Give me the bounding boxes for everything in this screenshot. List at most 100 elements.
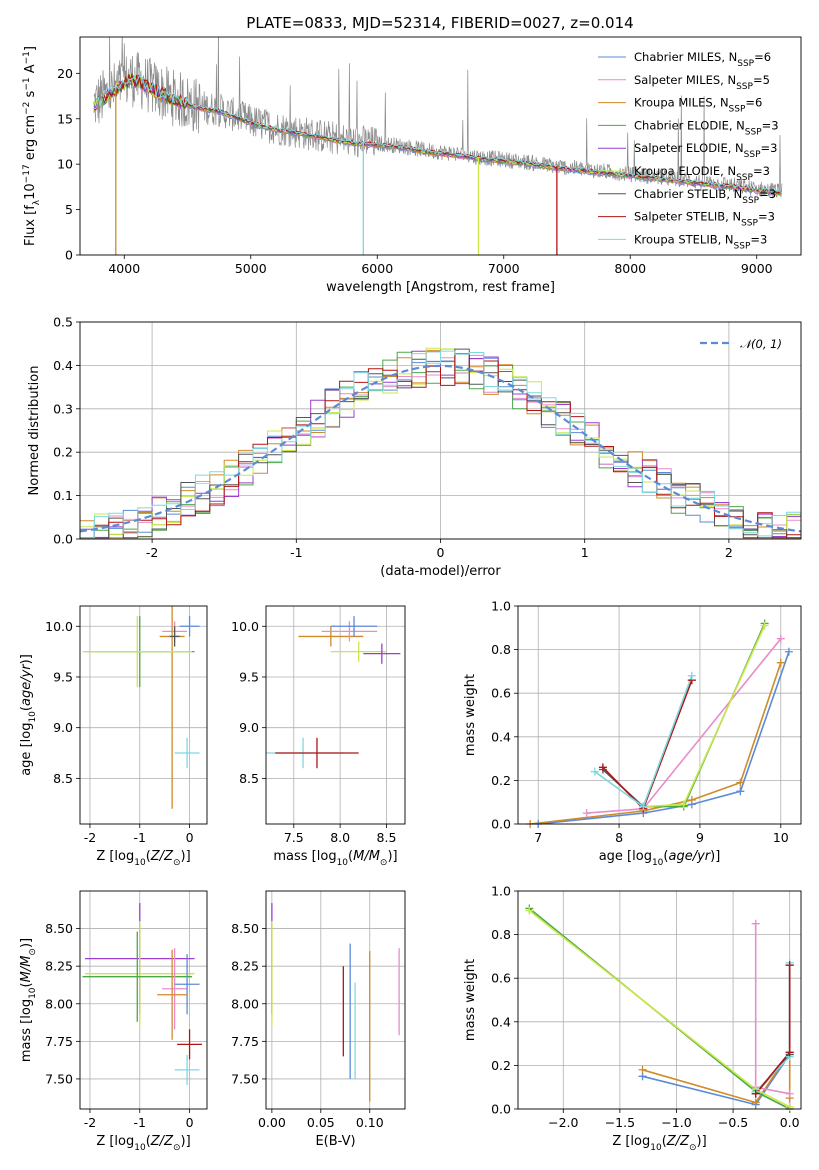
y-tick-label: 0.4: [491, 729, 511, 744]
y-tick-label: 0.0: [491, 817, 511, 832]
x-tick-label: 10: [773, 830, 789, 845]
legend-entry: Chabrier STELIB, NSSP=3: [634, 187, 776, 206]
age_vs_Z-plot-area: [82, 606, 200, 809]
axes-frame: [517, 605, 802, 825]
x-axis-label: wavelength [Angstrom, rest frame]: [326, 280, 555, 295]
y-tick-label: 1.0: [491, 599, 511, 614]
residuals-plot-area: [80, 347, 801, 539]
y-tick-label: 7.75: [231, 1034, 259, 1049]
x-tick-label: 7.5: [284, 830, 304, 845]
weight-marker: [582, 809, 591, 818]
mass_vs_Z-panel: -2 -1 0 7.50 7.75 8.00 8.25 8.50 Z [log10(Z/Z⊙)]…: [19, 890, 208, 1153]
y-axis-label: mass weight: [463, 959, 478, 1041]
y-tick-label: 8.00: [231, 996, 259, 1011]
y-axis-label: mass weight: [463, 674, 478, 756]
y-tick-label: 0.2: [53, 445, 73, 460]
x-tick-label: 1: [581, 545, 589, 560]
y-tick-label: 8.00: [45, 996, 73, 1011]
mass_vs_Z-plot-area: [82, 903, 203, 1085]
y-tick-label: 8.25: [231, 959, 259, 974]
weight-marker: [785, 1089, 794, 1098]
x-tick-label: −1.5: [605, 1115, 635, 1130]
y-tick-label: 10.0: [45, 619, 73, 634]
weight_vs_age-plot-area: [530, 623, 790, 824]
y-tick-label: 20: [57, 66, 73, 81]
x-tick-label: 4000: [108, 261, 140, 276]
y-axis-label: mass [log10(M/M⊙)]: [19, 938, 38, 1062]
y-tick-label: 9.5: [53, 669, 73, 684]
weight-marker: [785, 961, 794, 970]
x-tick-label: -1: [290, 545, 302, 560]
x-tick-label: 0: [186, 1115, 194, 1130]
legend-entry: Chabrier MILES, NSSP=6: [634, 50, 771, 69]
spectrum-panel: 4000 5000 6000 7000 8000 9000 0 5 10 15 20 waveleng…: [22, 36, 802, 295]
weight-marker: [598, 763, 607, 772]
weight-line: [643, 623, 766, 808]
y-tick-label: 0.2: [491, 773, 511, 788]
weight-marker: [776, 658, 785, 667]
axes-frame: [79, 605, 208, 825]
x-axis-label: E(B-V): [315, 1134, 355, 1149]
y-tick-label: 0.8: [491, 927, 511, 942]
mass_vs_ebv-panel: 0.00 0.05 0.10 7.50 7.75 8.00 8.25 8.50 E(B-V): [231, 890, 406, 1149]
y-tick-label: 0.2: [491, 1058, 511, 1073]
legend-entry: 𝒩(0, 1): [740, 337, 782, 351]
y-tick-label: 7.50: [45, 1071, 73, 1086]
x-tick-label: 0.05: [307, 1115, 335, 1130]
x-tick-label: 6000: [361, 261, 393, 276]
y-tick-label: 0.0: [491, 1102, 511, 1117]
y-tick-label: 7.75: [45, 1034, 73, 1049]
y-tick-label: 1.0: [491, 884, 511, 899]
weight-marker: [638, 1065, 647, 1074]
x-tick-label: 7: [534, 830, 542, 845]
y-tick-label: 7.50: [231, 1071, 259, 1086]
x-tick-label: 8: [615, 830, 623, 845]
y-axis-label: Normed distribution: [27, 366, 42, 496]
y-tick-label: 15: [57, 111, 73, 126]
weight-marker: [785, 1048, 794, 1057]
y-tick-label: 8.25: [45, 959, 73, 974]
y-axis-label: Flux [fλ10−17 erg cm−2 s−1 A−1]: [22, 46, 42, 246]
axes-frame: [79, 321, 802, 540]
y-tick-label: 9.5: [239, 669, 259, 684]
x-tick-label: 0: [186, 830, 194, 845]
y-tick-label: 0: [65, 248, 73, 263]
weight-marker: [751, 919, 760, 928]
x-axis-label: (data-model)/error: [380, 564, 501, 579]
weight-marker: [736, 787, 745, 796]
weight_vs_Z-panel: −2.0 −1.5 −1.0 −0.5 0.0 0.0 0.2 0.4 0.6 0.8 1.0 Z […: [463, 884, 802, 1153]
x-tick-label: -1: [134, 830, 146, 845]
y-axis-label: age [log10(age/yr)]: [19, 654, 38, 776]
legend-entry: Salpeter MILES, NSSP=5: [634, 73, 770, 92]
figure-title: PLATE=0833, MJD=52314, FIBERID=0027, z=0…: [246, 14, 633, 32]
x-tick-label: 9: [696, 830, 704, 845]
x-tick-label: -2: [84, 1115, 96, 1130]
x-tick-label: −0.5: [718, 1115, 748, 1130]
x-axis-label: mass [log10(M/M⊙)]: [273, 849, 397, 868]
y-tick-label: 8.5: [53, 771, 73, 786]
x-tick-label: 8.5: [377, 830, 397, 845]
legend-entry: Kroupa STELIB, NSSP=3: [634, 232, 767, 251]
weight-marker: [687, 671, 696, 680]
x-tick-label: 8000: [614, 261, 646, 276]
normal-reference-curve: [80, 364, 801, 533]
weight-line: [642, 1049, 791, 1104]
weight-marker: [785, 1102, 794, 1111]
x-tick-label: -2: [84, 830, 96, 845]
x-tick-label: 8.0: [330, 830, 350, 845]
weight-marker: [760, 621, 769, 630]
weight_vs_age-panel: 7 8 9 10 0.0 0.2 0.4 0.6 0.8 1.0 age [log10(age/yr…: [463, 599, 802, 868]
y-tick-label: 0.1: [53, 488, 73, 503]
x-tick-label: 7000: [488, 261, 520, 276]
spectrum-plot-area: [93, 37, 783, 255]
weight-line: [754, 923, 791, 1109]
age_vs_mass-panel: 7.5 8.0 8.5 8.5 9.0 9.5 10.0 mass [log10(M/M⊙)]: [231, 605, 406, 868]
y-tick-label: 8.50: [45, 921, 73, 936]
model-spectrum-line: [93, 73, 782, 193]
mass_vs_ebv-plot-area: [271, 903, 400, 1102]
x-tick-label: 5000: [235, 261, 267, 276]
weight-line: [602, 679, 693, 811]
y-tick-label: 0.3: [53, 401, 73, 416]
weight-marker: [679, 800, 688, 809]
